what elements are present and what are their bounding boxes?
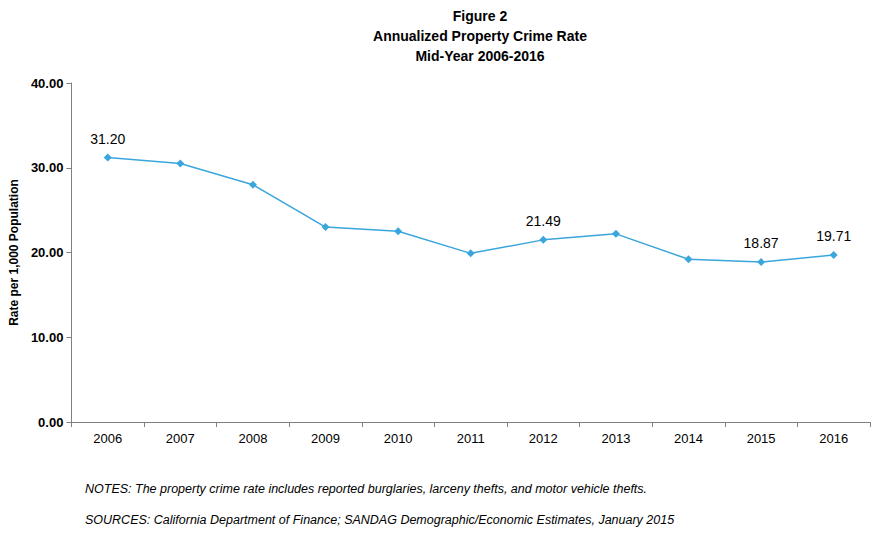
svg-text:10.00: 10.00 (31, 330, 64, 345)
svg-text:2011: 2011 (457, 431, 485, 446)
svg-text:2007: 2007 (166, 431, 195, 446)
svg-text:2014: 2014 (674, 431, 703, 446)
svg-text:2008: 2008 (238, 431, 267, 446)
svg-text:31.20: 31.20 (90, 131, 125, 147)
svg-text:30.00: 30.00 (31, 160, 64, 175)
svg-text:Annualized Property Crime Rate: Annualized Property Crime Rate (373, 28, 587, 44)
svg-text:2009: 2009 (311, 431, 340, 446)
svg-text:2013: 2013 (601, 431, 630, 446)
svg-text:40.00: 40.00 (31, 76, 64, 91)
svg-text:21.49: 21.49 (526, 213, 561, 229)
svg-text:20.00: 20.00 (31, 245, 64, 260)
svg-text:NOTES: The property crime rate: NOTES: The property crime rate includes … (85, 482, 647, 496)
svg-text:18.87: 18.87 (744, 235, 779, 251)
svg-text:0.00: 0.00 (38, 415, 63, 430)
svg-text:2010: 2010 (384, 431, 413, 446)
svg-text:2006: 2006 (93, 431, 122, 446)
svg-text:2012: 2012 (529, 431, 558, 446)
svg-text:19.71: 19.71 (816, 228, 851, 244)
svg-text:Mid-Year 2006-2016: Mid-Year 2006-2016 (415, 48, 544, 64)
svg-text:Rate per 1,000 Population: Rate per 1,000 Population (7, 179, 21, 326)
svg-text:2015: 2015 (747, 431, 776, 446)
svg-text:Figure 2: Figure 2 (453, 8, 508, 24)
svg-text:SOURCES: California Department: SOURCES: California Department of Financ… (85, 513, 674, 527)
svg-text:2016: 2016 (819, 431, 848, 446)
